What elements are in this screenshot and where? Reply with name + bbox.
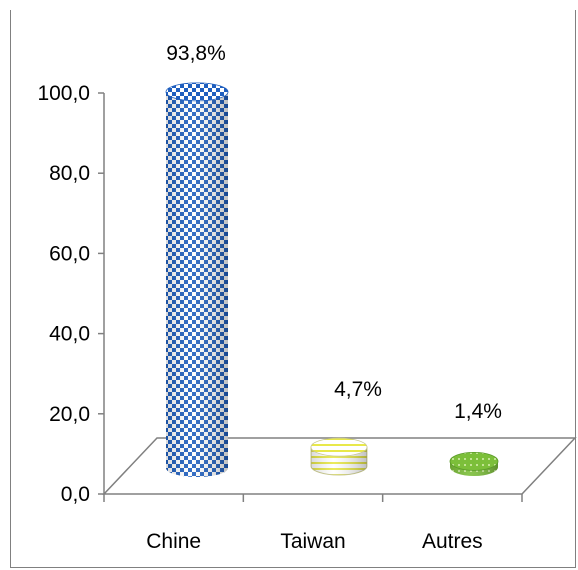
data-label-chine: 93,8%	[166, 42, 226, 65]
y-tick-label: 100,0	[37, 82, 90, 105]
bar-chine	[165, 82, 229, 477]
x-category-label: Autres	[422, 530, 483, 553]
y-tick-label: 80,0	[49, 162, 90, 185]
data-label-taiwan: 4,7%	[334, 378, 382, 401]
chart-frame	[10, 10, 576, 568]
bar-top	[449, 451, 499, 471]
bars	[165, 82, 499, 477]
y-axis-ticks: 0,0 20,0 40,0 60,0 80,0 100,0	[37, 82, 104, 506]
bar-taiwan	[310, 437, 368, 476]
y-tick-label: 0,0	[61, 483, 90, 506]
y-tick-label: 60,0	[49, 242, 90, 265]
data-label-autres: 1,4%	[454, 400, 502, 423]
x-category-label: Chine	[146, 530, 201, 553]
y-tick-label: 20,0	[49, 403, 90, 426]
bar-shading	[166, 91, 228, 477]
bar-top	[310, 437, 368, 457]
bar-autres	[449, 451, 499, 476]
data-labels: 93,8% 4,7% 1,4%	[166, 42, 502, 423]
y-tick-label: 40,0	[49, 323, 90, 346]
bar-top	[165, 82, 229, 102]
x-axis-ticks: Chine Taiwan Autres	[103, 494, 523, 553]
x-category-label: Taiwan	[280, 530, 345, 553]
